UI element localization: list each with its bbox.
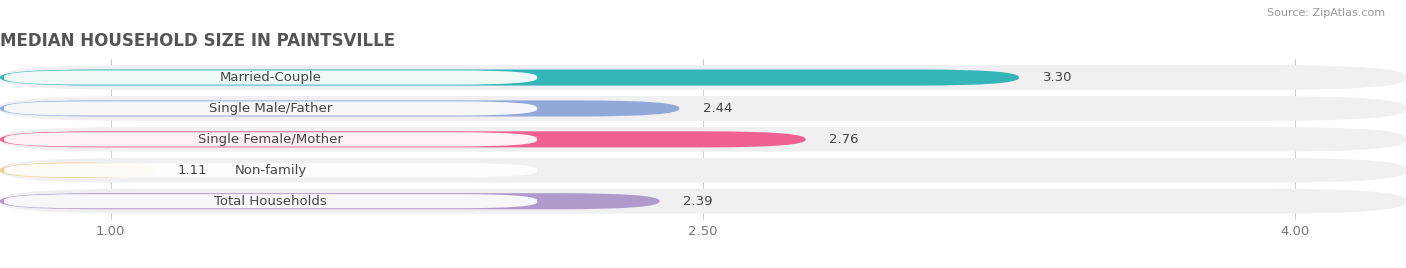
- Text: 3.30: 3.30: [1043, 71, 1073, 84]
- Text: Source: ZipAtlas.com: Source: ZipAtlas.com: [1267, 8, 1385, 18]
- FancyBboxPatch shape: [0, 189, 1406, 214]
- FancyBboxPatch shape: [4, 101, 537, 116]
- Text: Single Male/Father: Single Male/Father: [209, 102, 332, 115]
- FancyBboxPatch shape: [0, 100, 679, 117]
- FancyBboxPatch shape: [0, 131, 806, 147]
- FancyBboxPatch shape: [4, 70, 537, 85]
- FancyBboxPatch shape: [4, 194, 537, 208]
- FancyBboxPatch shape: [0, 96, 1406, 121]
- FancyBboxPatch shape: [0, 162, 155, 178]
- FancyBboxPatch shape: [0, 69, 1019, 85]
- Text: 2.76: 2.76: [830, 133, 859, 146]
- FancyBboxPatch shape: [4, 132, 537, 146]
- Text: 2.39: 2.39: [683, 195, 713, 208]
- Text: 2.44: 2.44: [703, 102, 733, 115]
- FancyBboxPatch shape: [0, 193, 659, 209]
- FancyBboxPatch shape: [0, 127, 1406, 152]
- Text: Total Households: Total Households: [214, 195, 328, 208]
- FancyBboxPatch shape: [0, 158, 1406, 183]
- Text: Married-Couple: Married-Couple: [219, 71, 322, 84]
- FancyBboxPatch shape: [4, 163, 537, 177]
- FancyBboxPatch shape: [0, 65, 1406, 90]
- Text: Non-family: Non-family: [235, 164, 307, 177]
- Text: Single Female/Mother: Single Female/Mother: [198, 133, 343, 146]
- Text: 1.11: 1.11: [177, 164, 207, 177]
- Text: MEDIAN HOUSEHOLD SIZE IN PAINTSVILLE: MEDIAN HOUSEHOLD SIZE IN PAINTSVILLE: [0, 32, 395, 50]
